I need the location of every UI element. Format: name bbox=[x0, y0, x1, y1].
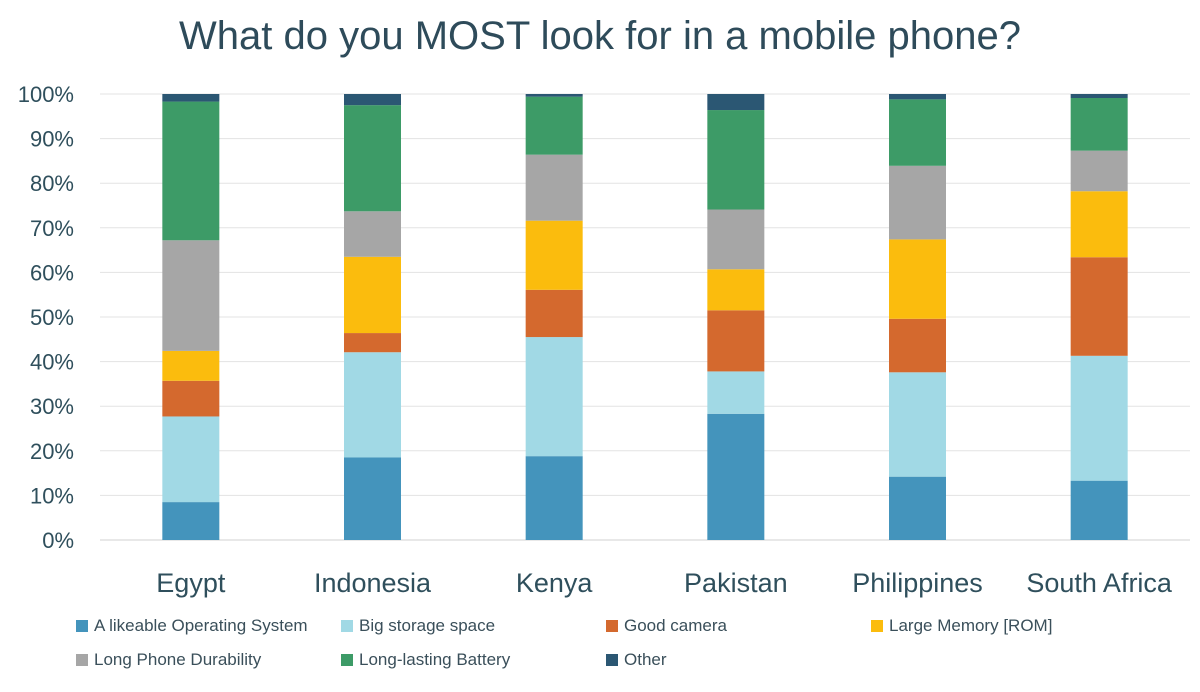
bar-segment bbox=[707, 310, 765, 372]
bar-segment bbox=[162, 240, 220, 351]
x-tick-label: Philippines bbox=[852, 568, 983, 598]
bar-segment bbox=[1070, 98, 1128, 151]
bar-segment bbox=[707, 371, 765, 414]
bar-segment bbox=[707, 413, 765, 540]
legend-item: Other bbox=[606, 650, 871, 670]
legend-swatch bbox=[76, 654, 88, 666]
bar-segment bbox=[525, 289, 583, 338]
x-tick-label: Pakistan bbox=[684, 568, 788, 598]
chart-title: What do you MOST look for in a mobile ph… bbox=[179, 14, 1021, 58]
bar-segment bbox=[525, 456, 583, 540]
bar-segment bbox=[1070, 94, 1128, 99]
bar-segment bbox=[344, 211, 401, 257]
legend-label: A likeable Operating System bbox=[94, 616, 308, 635]
bar-segment bbox=[1070, 355, 1128, 481]
bar-segment bbox=[889, 372, 946, 477]
legend-item: Good camera bbox=[606, 616, 871, 636]
bar-segment bbox=[525, 94, 583, 97]
x-tick-label: Indonesia bbox=[314, 568, 432, 598]
legend-item: Large Memory [ROM] bbox=[871, 616, 1171, 636]
bar-segment bbox=[889, 318, 946, 373]
bar-segment bbox=[162, 416, 220, 503]
y-tick-label: 90% bbox=[30, 127, 74, 152]
x-tick-label: Kenya bbox=[516, 568, 594, 598]
x-tick-label: South Africa bbox=[1026, 568, 1173, 598]
bar-segment bbox=[162, 94, 220, 102]
y-tick-label: 100% bbox=[18, 82, 74, 107]
bar-segment bbox=[707, 269, 765, 311]
y-tick-label: 20% bbox=[30, 439, 74, 464]
legend-label: Big storage space bbox=[359, 616, 496, 635]
bar-segment bbox=[344, 333, 401, 353]
y-tick-label: 10% bbox=[30, 483, 74, 508]
y-tick-label: 70% bbox=[30, 216, 74, 241]
bar-segment bbox=[1070, 191, 1128, 258]
bar-segment bbox=[889, 165, 946, 240]
legend-swatch bbox=[871, 620, 883, 632]
y-tick-label: 60% bbox=[30, 260, 74, 285]
legend-label: Long Phone Durability bbox=[94, 650, 262, 669]
bar-segment bbox=[707, 209, 765, 270]
y-tick-label: 30% bbox=[30, 394, 74, 419]
bar-segment bbox=[344, 105, 401, 212]
legend-swatch bbox=[76, 620, 88, 632]
bar-segment bbox=[1070, 150, 1128, 192]
bar-segment bbox=[707, 94, 765, 111]
bar-segment bbox=[344, 94, 401, 106]
bar-segment bbox=[525, 220, 583, 290]
bar-segment bbox=[525, 96, 583, 155]
chart-legend: A likeable Operating System Big storage s… bbox=[76, 616, 1186, 670]
y-tick-label: 80% bbox=[30, 171, 74, 196]
legend-item: Big storage space bbox=[341, 616, 606, 636]
legend-item: Long Phone Durability bbox=[76, 650, 341, 670]
legend-label: Large Memory [ROM] bbox=[889, 616, 1053, 635]
y-tick-label: 0% bbox=[42, 528, 74, 553]
bar-segment bbox=[162, 502, 220, 540]
legend-label: Good camera bbox=[624, 616, 727, 635]
bar-segment bbox=[889, 476, 946, 540]
legend-swatch bbox=[341, 620, 353, 632]
legend-swatch bbox=[341, 654, 353, 666]
bar-segment bbox=[344, 352, 401, 458]
y-tick-label: 40% bbox=[30, 350, 74, 375]
bar-segment bbox=[1070, 480, 1128, 540]
bar-segment bbox=[525, 154, 583, 221]
legend-swatch bbox=[606, 620, 618, 632]
bar-segment bbox=[889, 239, 946, 319]
bar-segment bbox=[162, 380, 220, 417]
bar-segment bbox=[889, 99, 946, 166]
bar-segment bbox=[162, 350, 220, 381]
legend-label: Other bbox=[624, 650, 667, 669]
bar-segment bbox=[1070, 257, 1128, 356]
legend-item: A likeable Operating System bbox=[76, 616, 341, 636]
bar-segment bbox=[344, 457, 401, 540]
bar-segment bbox=[525, 337, 583, 457]
legend-item: Long-lasting Battery bbox=[341, 650, 606, 670]
bar-segment bbox=[889, 94, 946, 100]
bar-segment bbox=[707, 110, 765, 210]
x-tick-label: Egypt bbox=[156, 568, 226, 598]
y-tick-label: 50% bbox=[30, 305, 74, 330]
legend-swatch bbox=[606, 654, 618, 666]
legend-label: Long-lasting Battery bbox=[359, 650, 511, 669]
bar-segment bbox=[162, 101, 220, 241]
bar-segment bbox=[344, 256, 401, 334]
